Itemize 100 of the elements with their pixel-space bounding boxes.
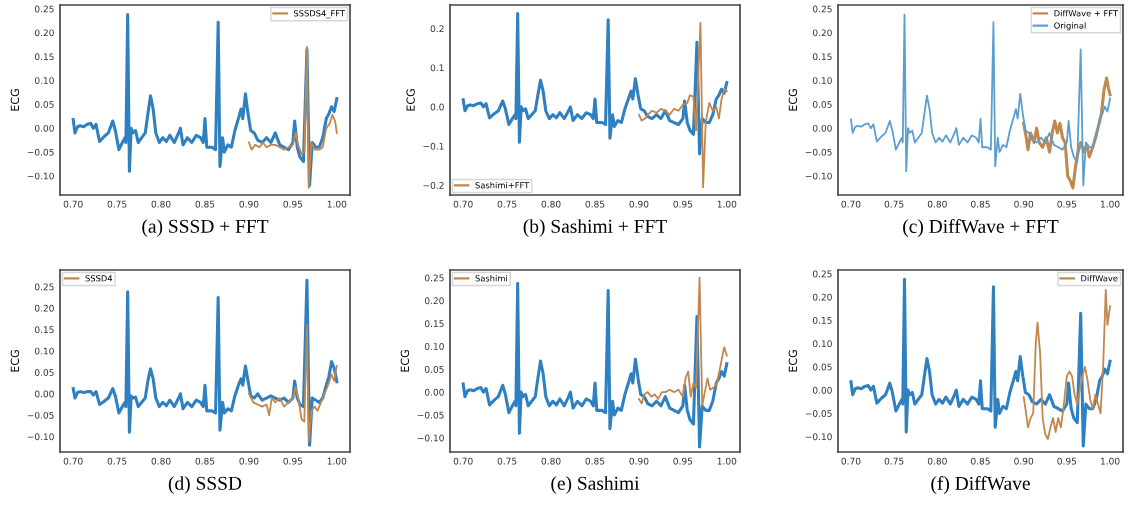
- x-tick-label: 0.80: [151, 457, 171, 465]
- text: (f) DiffWave: [931, 476, 1030, 494]
- text: (b) Sashimi + FFT: [523, 219, 667, 237]
- y-tick-label: 0.25: [812, 270, 832, 278]
- y-tick-label: −0.2: [423, 181, 444, 189]
- y-tick-label: 0.10: [34, 347, 54, 355]
- x-tick-label: 0.90: [1014, 457, 1034, 465]
- y-tick-label: 0.05: [812, 101, 832, 108]
- y-tick-label: 0.25: [424, 274, 444, 282]
- y-tick-label: 0.20: [812, 29, 832, 37]
- x-tick-label: 0.85: [195, 457, 215, 465]
- text: (d) SSSD: [168, 476, 242, 494]
- x-tick-label: 0.80: [927, 200, 947, 208]
- y-tick-label: 0.15: [812, 317, 832, 324]
- y-tick-label: 0.00: [34, 390, 54, 398]
- x-tick-label: 0.85: [971, 200, 990, 208]
- y-tick-label: −0.1: [423, 142, 444, 150]
- x-tick-label: 0.90: [629, 200, 649, 208]
- y-tick-label: 0.00: [812, 386, 832, 394]
- x-tick-label: 0.70: [453, 200, 473, 208]
- text: Sashimi: [475, 275, 507, 282]
- y-tick-label: −0.10: [27, 433, 54, 441]
- y-tick-label: 0.2: [430, 25, 444, 33]
- legend-label: SSSDS4_FFT: [293, 10, 346, 19]
- text: (a) SSSD + FFT: [142, 219, 269, 237]
- y-axis-title: ECG: [788, 350, 798, 372]
- line-series: [461, 281, 729, 449]
- line-series: [248, 324, 338, 442]
- y-tick-label: 0.05: [812, 363, 832, 371]
- line-series: [1022, 289, 1111, 440]
- y-tick-label: 0.15: [424, 320, 444, 328]
- y-tick-label: 0.25: [812, 5, 832, 13]
- y-tick-label: 0.1: [430, 64, 444, 72]
- y-tick-label: −0.10: [27, 172, 54, 180]
- y-tick-label: −0.05: [805, 148, 832, 156]
- text: (e) Sashimi: [551, 476, 640, 494]
- y-tick-label: 0.15: [34, 53, 54, 61]
- x-tick-label: 0.95: [283, 200, 303, 208]
- y-tick-label: 0.15: [812, 53, 832, 61]
- x-tick-label: 0.75: [497, 457, 517, 465]
- y-tick-label: 0.20: [34, 29, 54, 37]
- x-tick-label: 0.85: [585, 457, 605, 465]
- y-tick-label: 0.25: [34, 283, 54, 291]
- y-tick-label: 0.05: [424, 365, 444, 373]
- x-tick-label: 0.90: [239, 200, 259, 208]
- x-tick-label: 0.95: [1057, 457, 1077, 465]
- x-tick-label: 0.80: [927, 457, 947, 465]
- x-tick-label: 0.75: [497, 200, 517, 208]
- x-tick-label: 0.80: [151, 200, 171, 208]
- y-tick-label: 0.10: [812, 77, 832, 84]
- legend-label: DiffWave: [1081, 275, 1118, 282]
- y-tick-label: −0.10: [805, 172, 832, 180]
- y-tick-label: 0.20: [34, 304, 54, 312]
- x-tick-label: 0.70: [63, 200, 83, 208]
- y-tick-label: −0.05: [805, 410, 832, 417]
- y-tick-label: −0.05: [27, 411, 54, 419]
- x-tick-label: 0.85: [585, 200, 605, 208]
- y-axis-title: ECG: [406, 89, 415, 111]
- legend-label: Original: [1054, 22, 1086, 31]
- legend-label: Sashimi+FFT: [475, 181, 530, 189]
- y-tick-label: 0.00: [424, 388, 444, 396]
- y-axis-title: ECG: [10, 89, 20, 111]
- x-tick-label: 1.00: [717, 457, 737, 465]
- y-tick-label: 0.0: [430, 103, 444, 111]
- x-tick-label: 0.80: [541, 200, 561, 208]
- line-series: [461, 12, 729, 156]
- y-tick-label: −0.10: [805, 433, 832, 441]
- x-tick-label: 0.95: [673, 200, 693, 208]
- y-tick-label: 0.20: [812, 293, 832, 301]
- line-series: [638, 276, 728, 407]
- legend-label: DiffWave + FFT: [1054, 10, 1119, 17]
- y-tick-label: −0.10: [417, 434, 444, 442]
- y-tick-label: −0.05: [27, 148, 54, 156]
- y-axis-title: ECG: [10, 350, 20, 372]
- line-series: [248, 46, 338, 189]
- y-tick-label: 0.05: [34, 369, 54, 376]
- y-tick-label: 0.00: [812, 124, 832, 132]
- x-tick-label: 0.75: [884, 457, 904, 465]
- x-tick-label: 1.00: [327, 200, 347, 208]
- x-tick-label: 0.85: [195, 200, 215, 208]
- x-tick-label: 0.90: [629, 457, 649, 465]
- y-tick-label: 0.10: [424, 343, 444, 350]
- y-tick-label: 0.15: [34, 326, 54, 334]
- x-tick-label: 0.75: [107, 457, 127, 465]
- text: (c) DiffWave + FFT: [903, 219, 1059, 237]
- x-tick-label: 0.90: [1014, 200, 1034, 208]
- y-tick-label: 0.10: [34, 77, 54, 84]
- y-tick-label: 0.00: [34, 124, 54, 132]
- x-tick-label: 0.70: [841, 200, 861, 208]
- y-tick-label: −0.05: [417, 411, 444, 419]
- x-tick-label: 1.00: [1100, 457, 1120, 465]
- x-tick-label: 0.80: [541, 457, 561, 465]
- x-tick-label: 0.70: [63, 457, 83, 465]
- x-tick-label: 0.95: [673, 457, 693, 465]
- x-tick-label: 1.00: [327, 457, 347, 465]
- x-tick-label: 0.95: [1057, 200, 1077, 208]
- y-axis-title: ECG: [400, 350, 410, 372]
- y-tick-label: 0.10: [812, 340, 832, 348]
- line-series: [638, 21, 728, 189]
- x-tick-label: 0.75: [884, 200, 904, 208]
